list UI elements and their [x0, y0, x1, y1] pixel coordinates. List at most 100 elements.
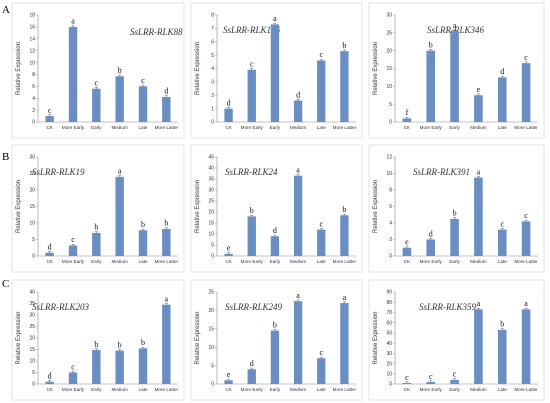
- bar: [474, 177, 483, 256]
- y-tick-label: 18: [29, 13, 35, 19]
- x-tick-label: More Early: [420, 259, 443, 264]
- y-tick-label: 5: [211, 363, 214, 369]
- x-tick-label: Early: [270, 387, 281, 392]
- significance-letter: c: [500, 219, 504, 228]
- significance-letter: b: [164, 219, 168, 228]
- y-tick-label: 15: [29, 347, 35, 353]
- bar: [497, 229, 507, 256]
- significance-letter: d: [227, 98, 231, 107]
- bar: [340, 303, 349, 384]
- x-tick-label: More Early: [241, 125, 264, 130]
- chart-title: SsLRR-RLK24: [225, 167, 278, 177]
- x-tick-label: Medium: [290, 125, 307, 130]
- significance-letter: b: [141, 220, 145, 229]
- y-tick-label: 30: [386, 351, 392, 357]
- x-tick-label: Late: [498, 387, 507, 392]
- y-tick-label: 8: [389, 188, 392, 194]
- x-tick-label: More Early: [62, 259, 85, 264]
- bar: [270, 236, 280, 256]
- y-tick-label: 25: [208, 199, 214, 205]
- x-tick-label: Late: [317, 125, 326, 130]
- x-tick-label: More Latter: [333, 259, 357, 264]
- x-tick-label: Medium: [470, 259, 487, 264]
- significance-letter: b: [342, 41, 346, 50]
- y-tick-label: 6: [32, 84, 35, 90]
- bar: [270, 24, 280, 122]
- y-tick-label: 35: [208, 177, 214, 183]
- x-tick-label: More Latter: [514, 259, 538, 264]
- y-tick-label: 5: [32, 370, 35, 376]
- chart-panel: 0 2 4 6 8 10 12 Relative Expression SsLRR-RLK391…: [368, 144, 545, 273]
- significance-letter: a: [477, 299, 481, 308]
- y-tick-label: 4: [32, 96, 35, 102]
- y-tick-label: 4: [389, 221, 392, 227]
- y-tick-label: 20: [208, 308, 214, 314]
- x-tick-label: More Early: [241, 387, 264, 392]
- x-tick-label: CK: [46, 125, 53, 130]
- y-tick-label: 40: [386, 341, 392, 347]
- y-tick-label: 14: [29, 36, 35, 42]
- bar: [45, 116, 54, 122]
- x-tick-label: Late: [317, 259, 326, 264]
- bar: [402, 247, 412, 256]
- bar: [115, 350, 124, 384]
- y-tick-label: 20: [208, 210, 214, 216]
- y-tick-label: 70: [386, 310, 392, 316]
- y-tick-label: 10: [208, 232, 214, 238]
- y-tick-label: 10: [386, 84, 392, 90]
- significance-letter: c: [71, 362, 75, 371]
- bar: [138, 230, 148, 256]
- bar: [450, 218, 459, 256]
- bar: [450, 379, 459, 384]
- row-label-c: C: [2, 278, 9, 290]
- x-tick-label: Late: [317, 387, 326, 392]
- y-tick-label: 45: [208, 155, 214, 161]
- chart-title: SsLRR-RLK19: [32, 167, 85, 177]
- y-tick-label: 0: [32, 120, 35, 126]
- x-tick-label: More Early: [241, 259, 264, 264]
- y-axis-label: Relative Expression: [373, 311, 379, 364]
- significance-letter: d: [250, 359, 254, 368]
- x-tick-label: More Latter: [155, 259, 179, 264]
- y-tick-label: 3: [211, 80, 214, 86]
- bar: [115, 176, 124, 256]
- y-tick-label: 30: [29, 313, 35, 319]
- bar: [497, 329, 507, 384]
- significance-letter: c: [48, 106, 52, 115]
- significance-letter: a: [296, 166, 300, 175]
- bar: [293, 175, 303, 256]
- x-tick-label: Early: [91, 387, 102, 392]
- x-tick-label: Medium: [290, 387, 307, 392]
- significance-letter: b: [94, 223, 98, 232]
- y-tick-label: 30: [386, 13, 392, 19]
- significance-letter: a: [296, 291, 300, 300]
- chart-title: SsLRR-RLK88: [130, 27, 183, 37]
- significance-letter: d: [296, 90, 300, 99]
- significance-letter: b: [118, 340, 122, 349]
- bar: [521, 63, 531, 122]
- chart-panel: 0 5 10 15 20 25 Relative Expression SsLRR-RLK24…: [190, 279, 363, 401]
- y-tick-label: 0: [211, 254, 214, 260]
- significance-letter: b: [250, 206, 254, 215]
- significance-letter: a: [343, 293, 347, 302]
- y-tick-label: 0: [32, 382, 35, 388]
- bar: [497, 77, 507, 122]
- y-tick-label: 30: [208, 188, 214, 194]
- x-tick-label: Late: [139, 125, 148, 130]
- y-tick-label: 35: [29, 301, 35, 307]
- bar: [450, 31, 459, 122]
- y-tick-label: 15: [386, 66, 392, 72]
- row-label-b: B: [2, 151, 9, 163]
- bar: [474, 309, 483, 384]
- y-axis-label: Relative Expression: [373, 180, 379, 233]
- y-tick-label: 10: [29, 359, 35, 365]
- significance-letter: d: [429, 229, 433, 238]
- significance-letter: b: [453, 209, 457, 218]
- significance-letter: d: [500, 67, 504, 76]
- x-tick-label: CK: [404, 259, 411, 264]
- y-tick-label: 0: [389, 382, 392, 388]
- x-tick-label: More Early: [420, 125, 443, 130]
- bar: [45, 252, 54, 256]
- significance-letter: a: [165, 294, 169, 303]
- y-tick-label: 10: [208, 345, 214, 351]
